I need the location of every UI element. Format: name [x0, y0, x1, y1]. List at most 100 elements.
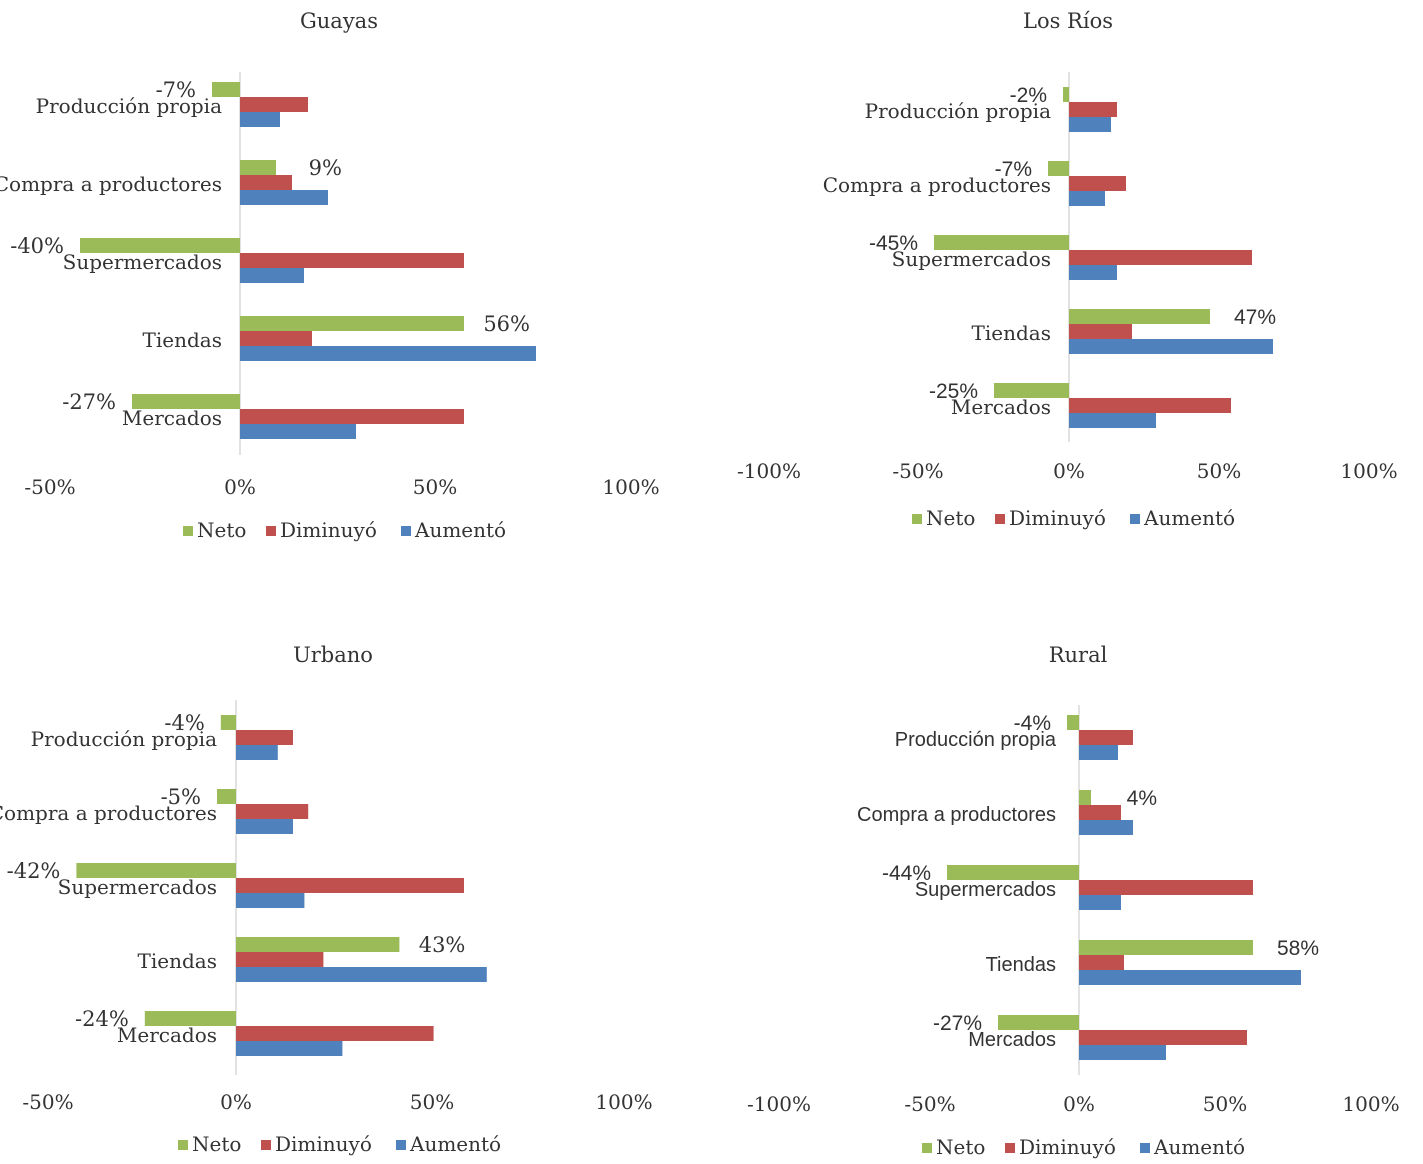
- legend-swatch-diminuyo: [1005, 1143, 1015, 1153]
- bar-neto-produccion-propia: [1067, 715, 1079, 730]
- legend-swatch-diminuyo: [266, 526, 276, 536]
- category-label: Tiendas: [143, 328, 222, 352]
- bar-neto-produccion-propia: [212, 82, 240, 97]
- data-label: -7%: [156, 78, 196, 102]
- category-label: Tiendas: [138, 949, 217, 973]
- legend-label-diminuyo: Diminuyó: [275, 1132, 372, 1156]
- bar-diminuyo-tiendas: [236, 952, 324, 967]
- data-label: 47%: [1234, 306, 1276, 329]
- chart-urbano: Urbano Producción propia-4% Compra a prod…: [0, 643, 653, 1156]
- bar-neto-produccion-propia: [220, 715, 236, 730]
- legend-swatch-diminuyo: [261, 1140, 271, 1150]
- data-label: 9%: [309, 156, 342, 180]
- x-tick-label: 50%: [413, 475, 457, 499]
- category-label: Mercados: [117, 1023, 217, 1047]
- bar-aumento-supermercados: [236, 893, 305, 908]
- bar-aumento-mercados: [236, 1041, 343, 1056]
- x-tick-label: 50%: [410, 1090, 454, 1114]
- legend-label-aumento: Aumentó: [409, 1132, 501, 1156]
- bar-diminuyo-tiendas: [240, 331, 312, 346]
- legend-swatch-aumento: [1130, 514, 1140, 524]
- x-tick-label: -100%: [737, 459, 801, 483]
- legend-label-neto: Neto: [926, 506, 975, 530]
- chart-title: Urbano: [293, 643, 373, 667]
- legend-swatch-neto: [922, 1143, 932, 1153]
- x-tick-label: 100%: [595, 1090, 652, 1114]
- data-label: 4%: [1127, 787, 1157, 810]
- x-tick-label: 0%: [220, 1090, 252, 1114]
- category-label: Producción propia: [31, 727, 217, 751]
- legend-label-neto: Neto: [192, 1132, 241, 1156]
- data-label: -40%: [10, 234, 64, 258]
- chart-title: Los Ríos: [1023, 9, 1113, 33]
- bar-diminuyo-produccion-propia: [1079, 730, 1133, 745]
- bar-diminuyo-produccion-propia: [240, 97, 308, 112]
- legend-label-diminuyo: Diminuyó: [1009, 506, 1106, 530]
- category-label: Producción propia: [865, 99, 1051, 123]
- legend-swatch-aumento: [1140, 1143, 1150, 1153]
- category-label: Mercados: [951, 395, 1051, 419]
- legend-label-diminuyo: Diminuyó: [1019, 1135, 1116, 1159]
- chart-los-rios: Los Ríos Producción propia-2% Compra a pr…: [737, 9, 1398, 530]
- category-label: Tiendas: [972, 321, 1051, 345]
- bar-neto-supermercados: [76, 863, 237, 878]
- category-label: Supermercados: [915, 879, 1056, 901]
- data-label: -45%: [869, 232, 918, 255]
- chart-guayas: Guayas Producción propia-7% Compra a prod…: [0, 9, 660, 542]
- data-label: -42%: [7, 859, 61, 883]
- bar-diminuyo-produccion-propia: [1069, 102, 1117, 117]
- legend-label-neto: Neto: [197, 518, 246, 542]
- legend-swatch-aumento: [396, 1140, 406, 1150]
- bar-aumento-supermercados: [1079, 895, 1121, 910]
- bar-aumento-tiendas: [1069, 339, 1273, 354]
- category-label: Compra a productores: [823, 173, 1051, 197]
- data-label: -2%: [1010, 84, 1047, 107]
- data-label: -44%: [882, 862, 931, 885]
- data-label: -25%: [929, 380, 978, 403]
- x-tick-label: 50%: [1197, 459, 1241, 483]
- bar-diminuyo-mercados: [240, 409, 464, 424]
- data-label: 56%: [483, 312, 530, 336]
- bar-diminuyo-compra-a-productores: [236, 804, 309, 819]
- bar-diminuyo-mercados: [1079, 1030, 1247, 1045]
- x-tick-label: -100%: [747, 1092, 811, 1116]
- bar-neto-compra-a-productores: [217, 789, 236, 804]
- bar-diminuyo-supermercados: [236, 878, 464, 893]
- bar-aumento-mercados: [1069, 413, 1156, 428]
- legend-label-diminuyo: Diminuyó: [280, 518, 377, 542]
- data-label: -27%: [933, 1012, 982, 1035]
- legend-swatch-aumento: [401, 526, 411, 536]
- bar-neto-compra-a-productores: [240, 160, 276, 175]
- bar-aumento-compra-a-productores: [1079, 820, 1133, 835]
- bar-aumento-produccion-propia: [1069, 117, 1111, 132]
- bar-aumento-tiendas: [236, 967, 487, 982]
- bar-aumento-produccion-propia: [240, 112, 280, 127]
- bar-aumento-produccion-propia: [1079, 745, 1118, 760]
- data-label: -4%: [164, 711, 204, 735]
- category-label: Mercados: [122, 406, 222, 430]
- bar-diminuyo-compra-a-productores: [240, 175, 292, 190]
- bar-aumento-compra-a-productores: [1069, 191, 1105, 206]
- bar-neto-tiendas: [240, 316, 464, 331]
- bar-neto-tiendas: [1069, 309, 1210, 324]
- x-tick-label: 0%: [1053, 459, 1085, 483]
- bar-diminuyo-mercados: [236, 1026, 434, 1041]
- x-tick-label: 50%: [1203, 1092, 1247, 1116]
- bar-neto-mercados: [132, 394, 240, 409]
- category-label: Compra a productores: [0, 172, 222, 196]
- x-tick-label: 0%: [224, 475, 256, 499]
- category-label: Producción propia: [36, 94, 222, 118]
- x-tick-label: 0%: [1063, 1092, 1095, 1116]
- legend-label-aumento: Aumentó: [1153, 1135, 1245, 1159]
- x-tick-label: -50%: [892, 459, 943, 483]
- chart-rural: Rural Producción propia-4% Compra a produ…: [747, 643, 1400, 1159]
- bar-neto-mercados: [994, 383, 1069, 398]
- legend-swatch-neto: [183, 526, 193, 536]
- legend-label-neto: Neto: [936, 1135, 985, 1159]
- legend-label-aumento: Aumentó: [414, 518, 506, 542]
- bar-diminuyo-compra-a-productores: [1069, 176, 1126, 191]
- data-label: -27%: [62, 390, 116, 414]
- category-label: Producción propia: [895, 729, 1057, 751]
- bar-aumento-compra-a-productores: [240, 190, 328, 205]
